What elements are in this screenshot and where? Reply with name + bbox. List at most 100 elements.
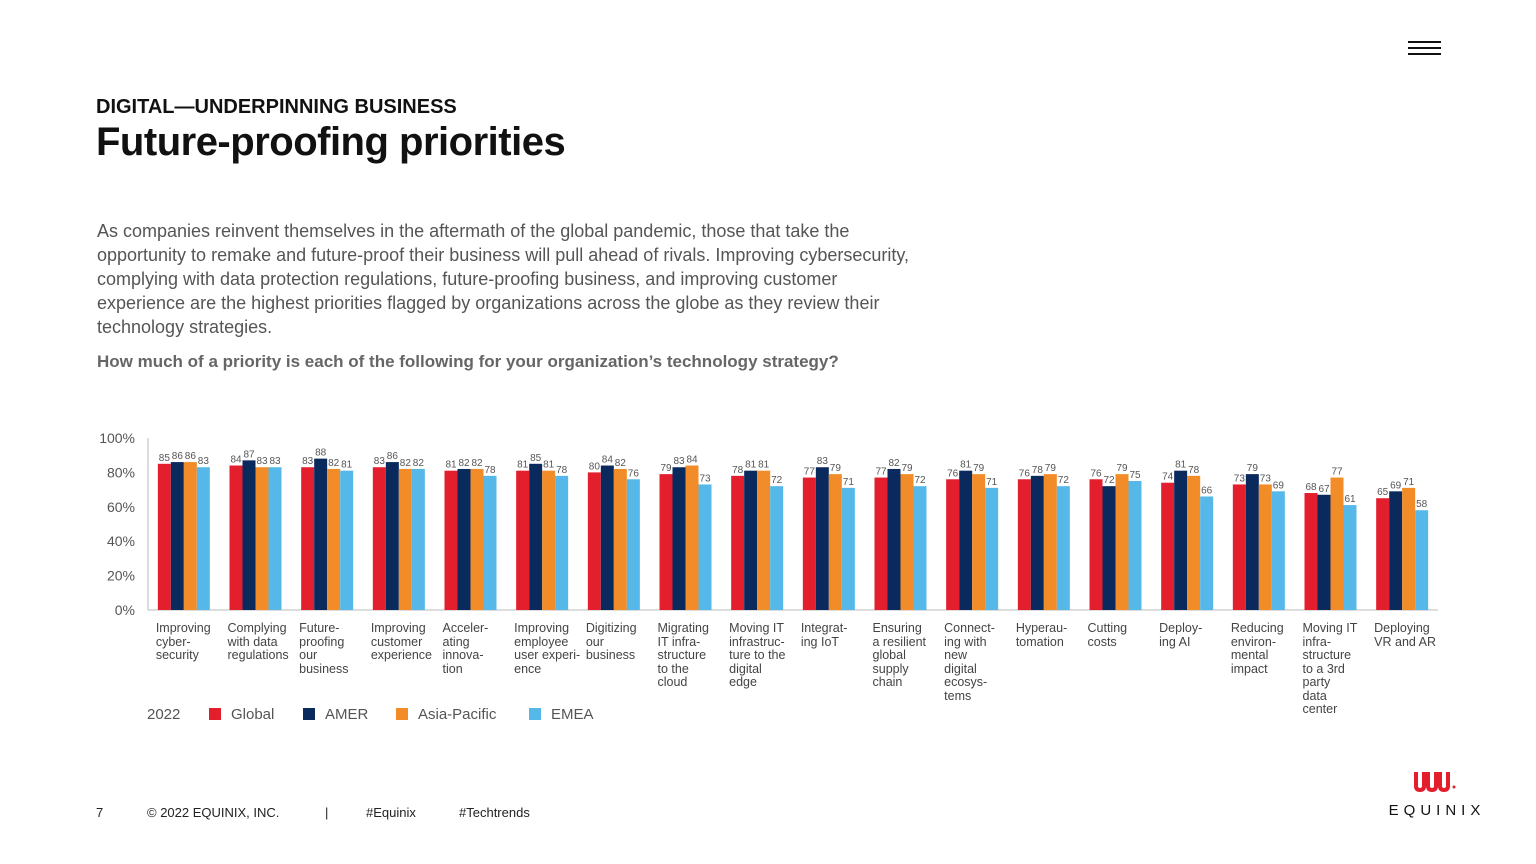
data-label: 76	[628, 468, 640, 479]
category-label: Improving customer experience	[370, 621, 432, 662]
data-label: 82	[413, 458, 425, 469]
data-label: 79	[1116, 463, 1128, 474]
menu-line	[1408, 41, 1441, 43]
bar-global	[157, 463, 171, 610]
data-label: 79	[973, 463, 985, 474]
legend-label: Asia-Pacific	[418, 706, 497, 723]
data-label: 81	[758, 460, 770, 471]
bar-global	[1089, 479, 1103, 610]
data-label: 77	[1331, 467, 1343, 478]
bar-asia-pacific	[685, 465, 699, 610]
data-label: 78	[556, 465, 568, 476]
legend-label: Global	[231, 706, 275, 723]
menu-line	[1408, 47, 1441, 49]
bar-asia-pacific	[183, 462, 197, 610]
bar-asia-pacific	[1187, 475, 1201, 610]
data-label: 82	[458, 458, 470, 469]
category-label: Digitizing our business	[585, 621, 637, 662]
data-label: 83	[269, 456, 281, 467]
data-label: 85	[159, 453, 171, 464]
legend-swatch	[209, 708, 221, 720]
equinix-logo[interactable]: EQUINIX	[1382, 766, 1492, 826]
bar-amer	[457, 468, 471, 610]
data-label: 84	[602, 455, 614, 466]
data-label: 74	[1162, 472, 1174, 483]
legend-title: 2022	[147, 706, 181, 723]
category-label: Cutting costs	[1087, 621, 1128, 649]
bar-emea	[411, 468, 425, 610]
data-label: 83	[302, 456, 314, 467]
bar-asia-pacific	[398, 468, 412, 610]
bar-amer	[1102, 486, 1116, 610]
category-label: Deploying VR and AR	[1374, 621, 1436, 649]
equinix-logo-icon	[1414, 772, 1456, 793]
bar-amer	[672, 467, 686, 610]
bar-asia-pacific	[1258, 484, 1272, 610]
legend-item-asia-pacific: Asia-Pacific	[396, 706, 496, 723]
bar-asia-pacific	[1043, 474, 1057, 610]
bar-emea	[1056, 486, 1070, 610]
bar-emea	[913, 486, 927, 610]
bar-global	[1017, 479, 1031, 610]
data-label: 84	[230, 455, 242, 466]
data-label: 81	[543, 460, 555, 471]
category-label: Migrating IT infra-structure to the cloud	[657, 621, 709, 689]
legend-item-global: Global	[209, 706, 274, 723]
data-label: 75	[1129, 470, 1141, 481]
data-label: 79	[1247, 463, 1259, 474]
data-label: 79	[660, 463, 672, 474]
bar-asia-pacific	[470, 468, 484, 610]
hashtag-techtrends-link[interactable]: #Techtrends	[459, 805, 530, 820]
bar-emea	[483, 475, 497, 610]
bar-amer	[314, 458, 328, 610]
data-label: 73	[1260, 473, 1272, 484]
legend-label: AMER	[325, 706, 369, 723]
category-label: Deploy-ing AI	[1159, 621, 1203, 649]
legend-swatch	[529, 708, 541, 720]
data-label: 83	[198, 456, 210, 467]
bar-emea	[985, 487, 999, 610]
category-label: Moving IT infrastruc-ture to the digital ed…	[729, 621, 786, 689]
hashtag-equinix-link[interactable]: #Equinix	[366, 805, 416, 820]
category-label: Complying with data regulations	[227, 621, 289, 662]
bar-amer	[959, 470, 973, 610]
data-label: 83	[256, 456, 268, 467]
data-label: 76	[1090, 468, 1102, 479]
data-label: 72	[914, 475, 926, 486]
menu-line	[1408, 53, 1441, 55]
data-label: 87	[243, 449, 255, 460]
y-tick-label: 80%	[107, 464, 135, 480]
page-title: Future-proofing priorities	[96, 120, 566, 164]
bar-emea	[626, 479, 640, 610]
bar-global	[516, 470, 530, 610]
data-label: 72	[1058, 475, 1070, 486]
data-label: 83	[374, 456, 386, 467]
bar-global	[659, 474, 673, 610]
hamburger-menu-icon[interactable]	[1408, 40, 1441, 58]
bar-emea	[555, 475, 569, 610]
data-label: 67	[1318, 484, 1330, 495]
bar-emea	[196, 467, 210, 610]
bar-amer	[529, 463, 543, 610]
bar-amer	[385, 462, 399, 610]
equinix-logo-text: EQUINIX	[1388, 802, 1486, 819]
bar-emea	[268, 467, 282, 610]
y-tick-label: 40%	[107, 533, 135, 549]
bar-asia-pacific	[1330, 477, 1344, 610]
y-tick-label: 20%	[107, 568, 135, 584]
data-label: 78	[732, 465, 744, 476]
category-label: Improving cyber-security	[155, 621, 211, 662]
data-label: 58	[1416, 499, 1428, 510]
data-label: 71	[1403, 477, 1415, 488]
data-label: 71	[843, 477, 855, 488]
legend-swatch	[303, 708, 315, 720]
bar-asia-pacific	[900, 474, 914, 610]
bar-emea	[841, 487, 855, 610]
chart-question: How much of a priority is each of the fo…	[97, 352, 839, 371]
bar-global	[229, 465, 243, 610]
data-label: 61	[1344, 494, 1356, 505]
data-label: 73	[699, 473, 711, 484]
data-label: 81	[341, 460, 353, 471]
bar-global	[301, 467, 315, 610]
